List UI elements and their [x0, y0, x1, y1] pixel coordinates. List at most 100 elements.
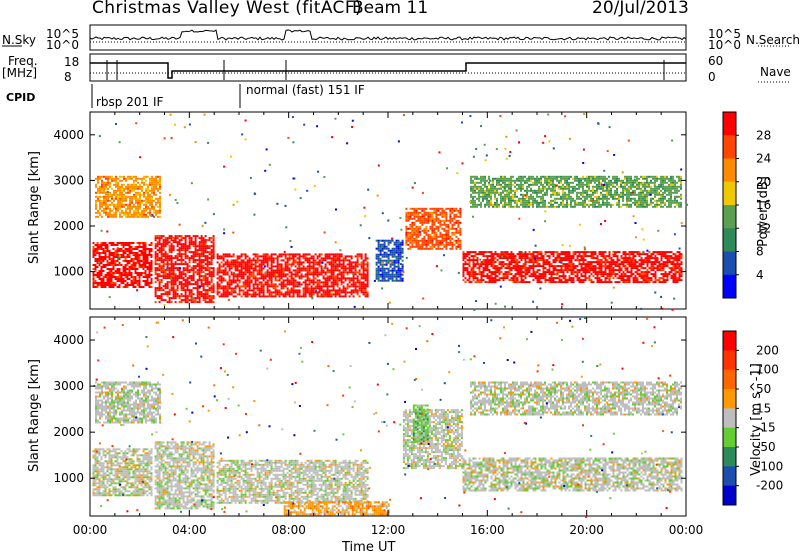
power-cell [227, 285, 229, 287]
power-cell [535, 255, 537, 257]
power-cell [217, 285, 219, 287]
power-cell [245, 269, 247, 271]
power-cell [315, 259, 317, 261]
power-cell [159, 239, 161, 241]
power-cell [577, 275, 579, 277]
power-cell [155, 235, 157, 237]
power-cell [472, 186, 474, 188]
power-cell [183, 273, 185, 275]
power-cell [367, 257, 369, 259]
power-cell [151, 184, 153, 186]
power-cell [607, 255, 609, 257]
power-cell [581, 257, 583, 259]
power-cell [169, 247, 171, 249]
power-cell [209, 289, 211, 291]
power-cell [189, 275, 191, 277]
power-cell [353, 275, 355, 277]
power-cell [341, 295, 343, 297]
power-cell [339, 279, 341, 281]
power-cell [425, 234, 427, 236]
power-cell [137, 208, 139, 210]
power-cell [295, 253, 297, 255]
power-cell [171, 267, 173, 269]
power-cell [143, 276, 145, 278]
power-cell [103, 188, 105, 190]
power-cell [117, 280, 119, 282]
power-cell [207, 265, 209, 267]
power-cell [293, 273, 295, 275]
power-cell [99, 190, 101, 192]
power-cell [415, 230, 417, 232]
power-cell [413, 246, 415, 248]
power-cell [289, 263, 291, 265]
power-cell [157, 275, 159, 277]
power-cell [473, 275, 475, 277]
power-cell [243, 259, 245, 261]
power-cell [529, 265, 531, 267]
power-cell [641, 267, 643, 269]
power-cell [545, 281, 547, 283]
power-cell [651, 255, 653, 257]
power-cell [195, 245, 197, 247]
power-cell [165, 237, 167, 239]
power-cell [583, 255, 585, 257]
power-cell [171, 243, 173, 245]
power-cell [181, 243, 183, 245]
power-cell [417, 208, 419, 210]
power-cell [487, 265, 489, 267]
power-cell [201, 241, 203, 243]
power-cell [433, 232, 435, 234]
power-cell [229, 285, 231, 287]
power-cell [181, 271, 183, 273]
power-cell [305, 291, 307, 293]
power-cell [181, 247, 183, 249]
power-cell [583, 271, 585, 273]
power-cell [165, 257, 167, 259]
power-cell [241, 275, 243, 277]
power-cell [309, 295, 311, 297]
power-cell [523, 257, 525, 259]
power-cell [637, 251, 639, 253]
power-cell [117, 250, 119, 252]
power-cell [217, 287, 219, 289]
power-cell [101, 282, 103, 284]
power-cell [111, 276, 113, 278]
power-cell [129, 270, 131, 272]
power-cell [297, 267, 299, 269]
power-cell [465, 263, 467, 265]
power-cell [647, 273, 649, 275]
power-cell [363, 263, 365, 265]
power-cell [283, 295, 285, 297]
power-cell [647, 261, 649, 263]
power-cell [481, 275, 483, 277]
power-cell [247, 285, 249, 287]
power-cell [167, 273, 169, 275]
power-cell [547, 255, 549, 257]
power-cell [303, 265, 305, 267]
power-cell [125, 250, 127, 252]
power-cell [435, 208, 437, 210]
power-cell [261, 281, 263, 283]
power-cell [451, 224, 453, 226]
power-cell [155, 287, 157, 289]
power-cell [137, 182, 139, 184]
power-cell [135, 272, 137, 274]
power-cell [253, 289, 255, 291]
power-cell [147, 192, 149, 194]
power-cell [587, 269, 589, 271]
power-cell [139, 188, 141, 190]
power-cell [482, 188, 484, 190]
power-cell [319, 259, 321, 261]
power-cell [113, 194, 115, 196]
power-cell [185, 299, 187, 301]
power-cell [143, 268, 145, 270]
power-cell [411, 218, 413, 220]
power-cell [623, 279, 625, 281]
power-cell [641, 273, 643, 275]
power-cell [175, 291, 177, 293]
power-cell [137, 210, 139, 212]
power-cell [321, 295, 323, 297]
power-cell [573, 271, 575, 273]
power-cell [187, 257, 189, 259]
power-cell [615, 273, 617, 275]
